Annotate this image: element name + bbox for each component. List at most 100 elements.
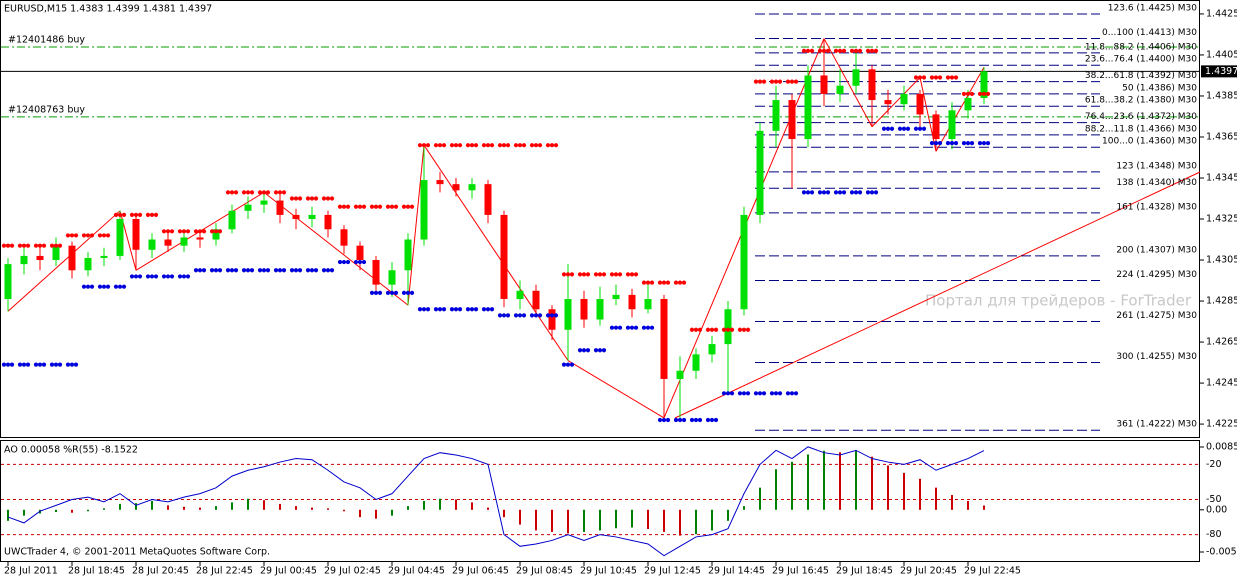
zigzag-segment	[407, 145, 425, 306]
resistance-dot	[209, 229, 215, 234]
fibo-label: 61.8...38.2 (1.4380) M30	[1085, 96, 1197, 106]
support-dot	[549, 313, 555, 318]
resistance-dot	[597, 272, 603, 277]
fibo-label: 76.4...23.6 (1.4372) M30	[1085, 112, 1197, 122]
candle-body	[932, 114, 940, 140]
support-dot	[629, 325, 635, 330]
resistance-dot	[777, 79, 783, 84]
support-dot	[201, 268, 207, 273]
zigzag-segment	[263, 191, 409, 306]
support-dot	[633, 325, 639, 330]
resistance-dot	[261, 190, 267, 195]
support-dot	[853, 190, 859, 195]
resistance-dot	[197, 229, 203, 234]
resistance-dot	[33, 243, 39, 248]
resistance-dot	[569, 272, 575, 277]
resistance-dot	[225, 190, 231, 195]
candle-body	[164, 239, 172, 246]
support-dot	[321, 268, 327, 273]
support-dot	[385, 290, 391, 295]
support-dot	[389, 290, 395, 295]
support-dot	[473, 307, 479, 312]
resistance-dot	[57, 243, 63, 248]
support-dot	[361, 259, 367, 265]
resistance-dot	[213, 229, 219, 234]
support-dot	[757, 391, 763, 396]
support-dot	[377, 290, 383, 295]
candle-body	[68, 245, 76, 271]
resistance-dot	[273, 190, 279, 195]
fibo-label: 261 (1.4275) M30	[1116, 311, 1197, 321]
resistance-dot	[453, 143, 459, 148]
x-tick-label: 28 Jul 2011	[4, 566, 58, 577]
support-dot	[985, 141, 991, 146]
support-dot	[209, 268, 215, 273]
resistance-dot	[345, 204, 351, 209]
support-dot	[353, 259, 359, 265]
x-tick-label: 29 Jul 14:45	[708, 566, 765, 577]
support-dot	[585, 348, 591, 353]
support-dot	[469, 307, 475, 312]
x-tick-label: 28 Jul 20:45	[132, 566, 189, 577]
support-dot	[1, 362, 7, 367]
support-dot	[625, 325, 631, 330]
candle-body	[980, 71, 988, 99]
resistance-dot	[821, 48, 827, 53]
support-dot	[217, 268, 223, 273]
resistance-dot	[433, 143, 439, 148]
resistance-dot	[201, 229, 207, 234]
watermark: Портал для трейдеров - ForTrader	[925, 292, 1192, 310]
support-dot	[969, 141, 975, 146]
support-dot	[937, 141, 943, 146]
resistance-dot	[561, 272, 567, 277]
resistance-dot	[625, 272, 631, 277]
resistance-dot	[305, 196, 311, 201]
resistance-dot	[233, 190, 239, 195]
candle-body	[212, 229, 220, 240]
support-dot	[337, 259, 343, 265]
candle-body	[852, 69, 860, 86]
resistance-dot	[325, 196, 331, 201]
support-dot	[661, 417, 667, 423]
support-dot	[457, 307, 463, 312]
support-dot	[357, 259, 363, 265]
resistance-dot	[281, 190, 287, 195]
support-dot	[745, 391, 751, 396]
trend-line	[674, 171, 1201, 419]
support-dot	[449, 307, 455, 312]
support-dot	[437, 307, 443, 312]
resistance-dot	[357, 204, 363, 209]
resistance-dot	[825, 48, 831, 53]
support-dot	[769, 391, 775, 396]
resistance-dot	[629, 272, 635, 277]
resistance-dot	[789, 79, 795, 84]
resistance-dot	[257, 190, 263, 195]
support-dot	[341, 259, 347, 265]
resistance-dot	[469, 143, 475, 148]
candle-body	[292, 214, 300, 220]
order-label: #12401486 buy	[8, 34, 85, 45]
support-dot	[497, 313, 503, 318]
fibo-label: 100...0 (1.4360) M30	[1102, 137, 1197, 147]
resistance-dot	[69, 233, 75, 238]
support-dot	[857, 190, 863, 195]
support-dot	[9, 362, 15, 367]
resistance-dot	[137, 212, 143, 218]
zigzag-segment	[567, 360, 665, 419]
support-dot	[645, 325, 651, 330]
candle-body	[516, 290, 524, 299]
support-dot	[825, 190, 831, 195]
resistance-dot	[657, 280, 663, 285]
support-dot	[181, 274, 187, 279]
resistance-dot	[193, 229, 199, 234]
resistance-dot	[565, 272, 571, 277]
support-dot	[533, 313, 539, 318]
candle-body	[148, 239, 156, 250]
resistance-dot	[353, 204, 359, 209]
resistance-dot	[865, 48, 871, 53]
support-dot	[293, 268, 299, 273]
support-dot	[229, 268, 235, 273]
support-dot	[517, 313, 523, 318]
resistance-dot	[721, 327, 727, 332]
support-dot	[185, 274, 191, 279]
